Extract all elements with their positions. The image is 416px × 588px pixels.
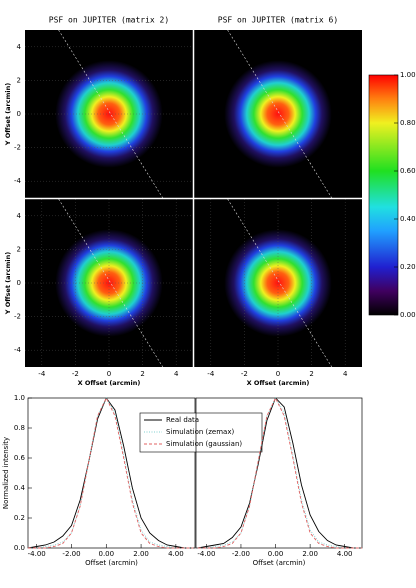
- x-tick-label: 4.00: [337, 550, 353, 558]
- y-tick-label: -4: [14, 346, 22, 354]
- legend-label: Simulation (gaussian): [166, 440, 242, 448]
- scan-line: [227, 198, 333, 368]
- y-tick-label: -4: [14, 177, 22, 185]
- x-tick-label: -2.00: [62, 550, 80, 558]
- panel-title: PSF on JUPITER (matrix 6): [218, 16, 338, 25]
- colorbar-label: 0.00: [400, 311, 416, 319]
- y-tick-label: 2: [17, 76, 21, 84]
- y-tick-label: 0: [17, 279, 21, 287]
- y-tick-label: 4: [17, 43, 22, 51]
- y-axis-label: Y Offset (arcmin): [4, 83, 12, 146]
- x-tick-label: -4.00: [28, 550, 46, 558]
- x-tick-label: 2.00: [133, 550, 149, 558]
- x-tick-label: 0.00: [98, 550, 114, 558]
- y-tick-label: 0.8: [14, 424, 25, 432]
- y-tick-label: 2: [17, 245, 21, 253]
- scan-line: [58, 29, 164, 199]
- plot-frame: [195, 397, 363, 549]
- x-tick-label: -4.00: [197, 550, 215, 558]
- series-line: [197, 397, 362, 549]
- y-tick-label: -2: [14, 313, 21, 321]
- y-tick-label: 4: [17, 212, 22, 220]
- legend-box: [139, 412, 263, 453]
- x-tick-label: -4: [207, 370, 215, 378]
- x-tick-label: -2.00: [232, 550, 250, 558]
- x-tick-label: -2: [72, 370, 79, 378]
- colorbar: [368, 74, 399, 316]
- series-line: [197, 397, 362, 549]
- y-tick-label: 0.6: [14, 454, 26, 462]
- plot-frame: [27, 397, 196, 549]
- y-tick-label: 0.4: [14, 484, 26, 492]
- scan-line: [58, 198, 164, 368]
- colorbar-label: 0.20: [400, 263, 416, 271]
- series-line: [28, 397, 194, 549]
- x-tick-label: 2: [309, 370, 313, 378]
- x-axis-label: Offset (arcmin): [253, 559, 306, 567]
- x-tick-label: 0: [107, 370, 111, 378]
- x-tick-label: -4: [38, 370, 46, 378]
- y-tick-label: 0: [17, 110, 21, 118]
- scan-line: [227, 29, 333, 199]
- y-axis-label: Y Offset (arcmin): [4, 252, 12, 315]
- y-axis-label: Normalized intensity: [2, 437, 10, 509]
- y-tick-label: 0.2: [14, 514, 25, 522]
- x-tick-label: -2: [241, 370, 248, 378]
- colorbar-label: 0.40: [400, 215, 416, 223]
- colorbar-label: 1.00: [400, 71, 416, 79]
- y-tick-label: 1.0: [14, 394, 25, 402]
- x-tick-label: 0.00: [268, 550, 284, 558]
- x-tick-label: 0: [276, 370, 280, 378]
- colorbar-label: 0.80: [400, 119, 416, 127]
- x-axis-label: X Offset (arcmin): [78, 379, 141, 387]
- series-line: [197, 396, 362, 549]
- psf-image: [224, 60, 332, 168]
- legend-label: Simulation (zemax): [166, 428, 234, 436]
- panel-title: PSF on JUPITER (matrix 2): [49, 16, 169, 25]
- y-tick-label: -2: [14, 144, 21, 152]
- legend-label: Real data: [166, 416, 199, 424]
- series-line: [28, 396, 194, 549]
- x-tick-label: 4: [343, 370, 348, 378]
- y-tick-label: 0.0: [14, 544, 25, 552]
- x-tick-label: 4: [174, 370, 179, 378]
- x-tick-label: 4.00: [168, 550, 184, 558]
- x-tick-label: 2.00: [302, 550, 318, 558]
- colorbar-label: 0.60: [400, 167, 416, 175]
- x-tick-label: 2: [140, 370, 144, 378]
- x-axis-label: Offset (arcmin): [85, 559, 138, 567]
- series-line: [27, 397, 194, 549]
- x-axis-label: X Offset (arcmin): [247, 379, 310, 387]
